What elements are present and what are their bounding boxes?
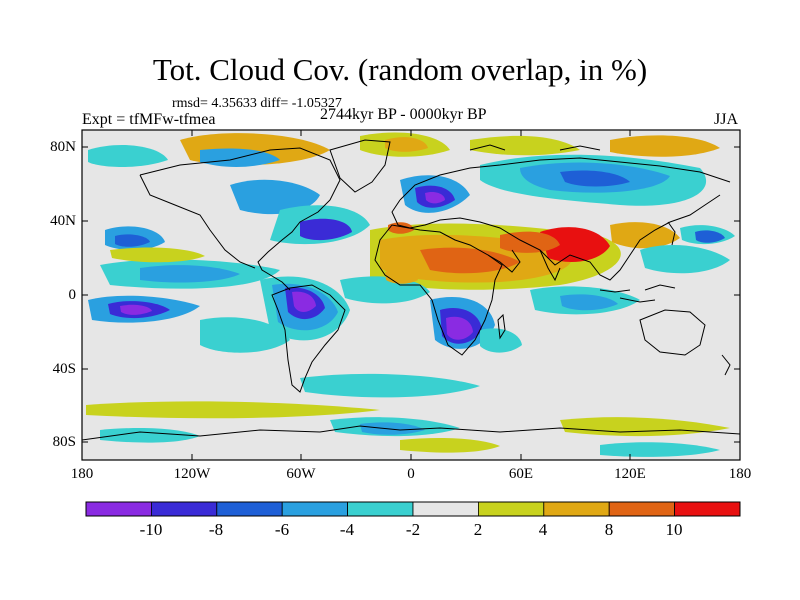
coastlines [82, 139, 740, 441]
colorbar [85, 501, 741, 517]
season-label: JJA [713, 111, 738, 128]
lon-label-0: 0 [407, 466, 415, 482]
colorbar-box [216, 501, 283, 517]
lat-label-80s: 80S [52, 434, 76, 450]
lat-label-40s: 40S [52, 361, 76, 377]
lon-label-180w: 180 [70, 466, 94, 482]
colorbar-box [412, 501, 479, 517]
colorbar-label: -10 [139, 520, 163, 539]
colorbar-box [281, 501, 348, 517]
colorbar-label: 4 [538, 520, 548, 539]
lat-label-80n: 80N [50, 139, 76, 155]
colorbar-box [347, 501, 414, 517]
colorbar-frame [85, 501, 741, 517]
colorbar-box [477, 501, 545, 517]
colorbar-label: -8 [208, 520, 224, 539]
experiment-label: Expt = tfMFw-tfmea [82, 111, 216, 128]
colorbar-box [543, 501, 610, 517]
colorbar-box [85, 501, 152, 517]
lon-label-60e: 60E [508, 466, 534, 482]
stats-text: rmsd= 4.35633 diff= -1.05327 [172, 96, 342, 111]
colorbar-label: -2 [405, 520, 421, 539]
map-ticks [82, 130, 740, 460]
colorbar-label: 8 [604, 520, 614, 539]
lat-label-0: 0 [68, 287, 77, 303]
lon-label-60w: 60W [286, 466, 316, 482]
period-label: 2744kyr BP - 0000kyr BP [320, 106, 487, 123]
lon-label-120w: 120W [173, 466, 211, 482]
colorbar-label: 2 [473, 520, 483, 539]
lat-label-40n: 40N [50, 213, 76, 229]
lon-label-180e: 180 [728, 466, 752, 482]
colorbar-label: -6 [274, 520, 290, 539]
colorbar-label: 10 [665, 520, 683, 539]
colorbar-box [608, 501, 676, 517]
colorbar-box [151, 501, 218, 517]
colorbar-box [674, 501, 741, 517]
colorbar-label: -4 [339, 520, 355, 539]
lon-label-120e: 120E [614, 466, 646, 482]
plot-title: Tot. Cloud Cov. (random overlap, in %) [152, 52, 648, 87]
